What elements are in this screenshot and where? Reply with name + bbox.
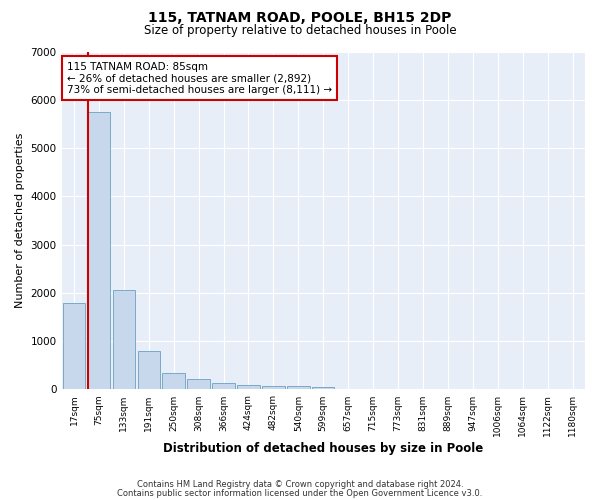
Bar <box>163 373 185 390</box>
Text: Contains HM Land Registry data © Crown copyright and database right 2024.: Contains HM Land Registry data © Crown c… <box>137 480 463 489</box>
Bar <box>287 386 310 390</box>
Bar <box>88 112 110 390</box>
X-axis label: Distribution of detached houses by size in Poole: Distribution of detached houses by size … <box>163 442 484 455</box>
Text: 115 TATNAM ROAD: 85sqm
← 26% of detached houses are smaller (2,892)
73% of semi-: 115 TATNAM ROAD: 85sqm ← 26% of detached… <box>67 62 332 95</box>
Bar <box>212 383 235 390</box>
Bar <box>237 384 260 390</box>
Text: Contains public sector information licensed under the Open Government Licence v3: Contains public sector information licen… <box>118 488 482 498</box>
Bar <box>187 379 210 390</box>
Text: Size of property relative to detached houses in Poole: Size of property relative to detached ho… <box>143 24 457 37</box>
Bar <box>113 290 135 390</box>
Bar <box>262 386 284 390</box>
Text: 115, TATNAM ROAD, POOLE, BH15 2DP: 115, TATNAM ROAD, POOLE, BH15 2DP <box>148 11 452 25</box>
Bar <box>137 351 160 390</box>
Y-axis label: Number of detached properties: Number of detached properties <box>15 133 25 308</box>
Bar <box>312 386 334 390</box>
Bar <box>63 302 85 390</box>
